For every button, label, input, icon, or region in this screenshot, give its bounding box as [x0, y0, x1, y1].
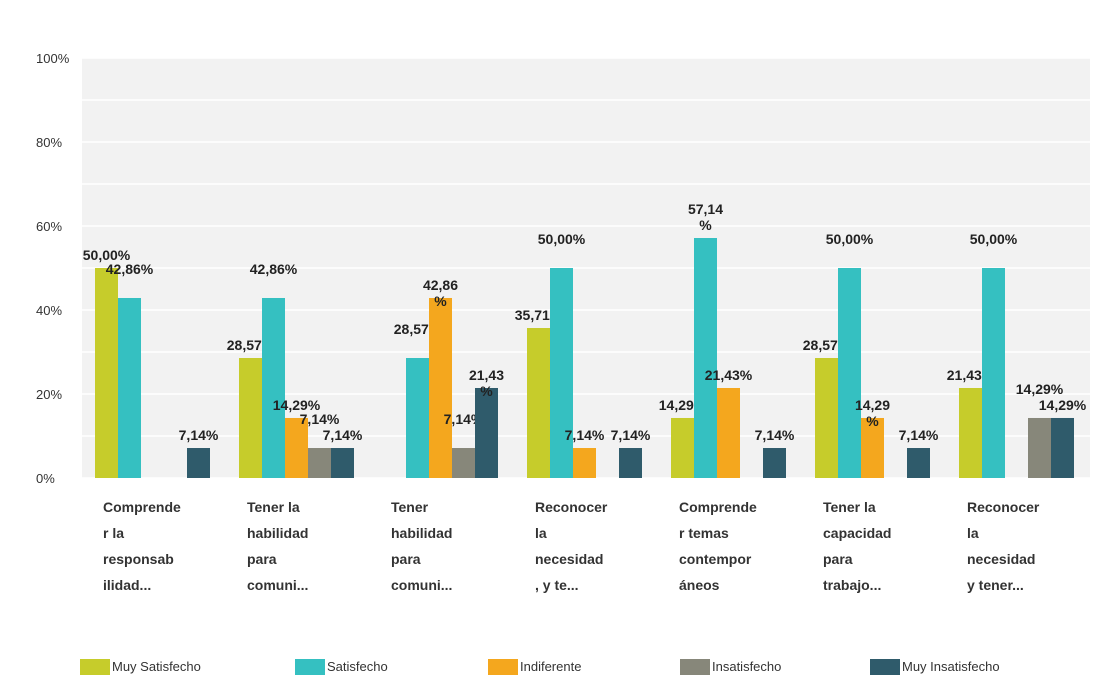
- legend-label: Muy Satisfecho: [112, 659, 201, 674]
- legend-label: Indiferente: [520, 659, 581, 674]
- data-label: 7,14%: [611, 427, 651, 443]
- bar: [429, 297, 452, 478]
- data-label: 42,86%: [106, 261, 154, 277]
- bar: [838, 268, 861, 478]
- data-label: 50,00%: [826, 231, 874, 247]
- data-label: 14,29%: [1016, 381, 1064, 397]
- legend-swatch: [80, 659, 110, 675]
- data-label: 42,86%: [423, 277, 458, 309]
- x-tick-label: Comprende r temas contempor áneos: [679, 499, 757, 593]
- data-label: 7,14%: [444, 411, 484, 427]
- bar: [550, 268, 573, 478]
- bar: [619, 448, 642, 478]
- x-tick-label: Reconocer la necesidad, y te...: [535, 499, 608, 593]
- bar: [694, 238, 717, 478]
- legend-swatch: [870, 659, 900, 675]
- y-tick-label: 0%: [36, 471, 55, 486]
- data-label: 57,14%: [688, 201, 723, 233]
- data-label: 21,43%: [705, 367, 753, 383]
- data-label: 14,29%: [273, 397, 321, 413]
- data-label: 50,00%: [970, 231, 1018, 247]
- bar: [1051, 417, 1074, 478]
- x-tick-label: Tener la habilidad para comuni...: [247, 499, 308, 593]
- bar: [1028, 417, 1051, 478]
- legend-label: Satisfecho: [327, 659, 388, 674]
- data-label: 7,14%: [565, 427, 605, 443]
- y-tick-label: 100%: [36, 51, 70, 66]
- data-label: 42,86%: [250, 261, 298, 277]
- y-tick-label: 60%: [36, 219, 62, 234]
- bar: [331, 448, 354, 478]
- legend-swatch: [680, 659, 710, 675]
- bar: [861, 417, 884, 478]
- x-tick-label: Reconocer la necesidad y tener...: [967, 499, 1040, 593]
- data-label: 21,43%: [469, 367, 504, 399]
- bar: [475, 387, 498, 478]
- bar: [573, 448, 596, 478]
- data-label: 7,14%: [899, 427, 939, 443]
- bar: [262, 297, 285, 478]
- bar: [95, 268, 118, 478]
- x-tick-label: Tener habilidad para comuni...: [391, 499, 452, 593]
- bar: [187, 448, 210, 478]
- bar: [285, 417, 308, 478]
- x-tick-label: Tener la capacidad para trabajo...: [823, 499, 891, 593]
- bar: [717, 387, 740, 478]
- bar: [815, 358, 838, 478]
- bar: [239, 358, 262, 478]
- bar: [959, 387, 982, 478]
- y-tick-label: 80%: [36, 135, 62, 150]
- bar: [406, 358, 429, 478]
- data-label: 7,14%: [179, 427, 219, 443]
- bar: [982, 268, 1005, 478]
- bar: [671, 417, 694, 478]
- bar: [308, 448, 331, 478]
- data-label: 14,29%: [855, 397, 890, 429]
- legend-swatch: [488, 659, 518, 675]
- y-tick-label: 40%: [36, 303, 62, 318]
- x-tick-label: Comprende r la responsab ilidad...: [103, 499, 181, 593]
- legend-swatch: [295, 659, 325, 675]
- bar: [763, 448, 786, 478]
- bar: [907, 448, 930, 478]
- data-label: 14,29%: [1039, 397, 1087, 413]
- legend-label: Insatisfecho: [712, 659, 781, 674]
- bar: [452, 448, 475, 478]
- data-label: 50,00%: [538, 231, 586, 247]
- legend-label: Muy Insatisfecho: [902, 659, 1000, 674]
- bar: [118, 297, 141, 478]
- data-label: 50,00%: [83, 247, 131, 263]
- y-tick-label: 20%: [36, 387, 62, 402]
- data-label: 7,14%: [323, 427, 363, 443]
- data-label: 7,14%: [755, 427, 795, 443]
- bar: [527, 328, 550, 478]
- data-label: 7,14%: [300, 411, 340, 427]
